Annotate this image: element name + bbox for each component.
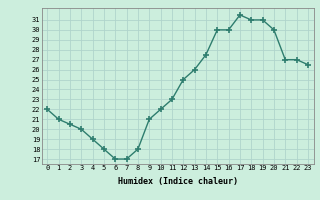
- X-axis label: Humidex (Indice chaleur): Humidex (Indice chaleur): [118, 177, 237, 186]
